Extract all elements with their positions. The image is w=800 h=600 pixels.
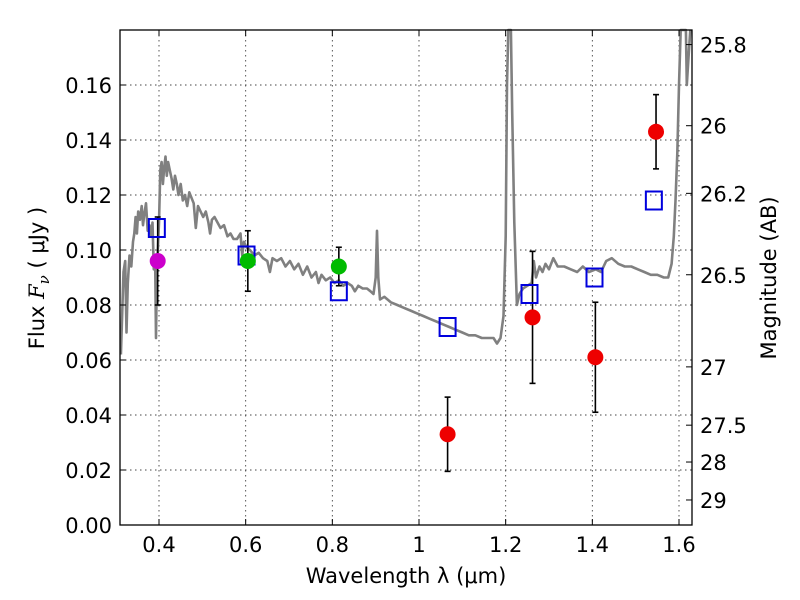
- y2-tick-label: 29: [700, 489, 727, 513]
- x-tick-label: 0.8: [316, 533, 349, 557]
- tick-labels: 0.4 0.6 0.8 1 1.2 1.4 1.6 0.00 0.02 0.04 0.06 0.08 0…: [65, 34, 747, 557]
- model-spectrum-layer: [119, 28, 692, 355]
- y-axis-title-prefix: Flux: [25, 299, 49, 349]
- model-photometry-square: [147, 218, 166, 238]
- measurement-point: [524, 309, 541, 326]
- plot-frame: [119, 29, 693, 526]
- model-photometry-square: [644, 190, 663, 211]
- x-tick-label: 0.6: [229, 533, 262, 557]
- model-photometry-square: [438, 317, 457, 337]
- y-axis-title-units: ( μJy ): [25, 207, 49, 275]
- measurement-point: [239, 253, 256, 269]
- y-tick-label: 0.12: [65, 184, 112, 208]
- model-photometry-squares: [147, 190, 663, 337]
- y-axis-title-symbol: F: [25, 283, 49, 300]
- model-photometry-square: [585, 267, 604, 288]
- y-tick-label: 0.04: [65, 404, 112, 428]
- y-axis-title-subscript: ν: [35, 275, 53, 284]
- measurement-point: [439, 426, 456, 443]
- axis-ticks: [120, 30, 692, 526]
- y2-tick-label: 26: [700, 115, 727, 139]
- model-photometry-square: [329, 281, 348, 302]
- x-axis-title: Wavelength λ (μm): [306, 564, 507, 588]
- y2-tick-label: 27: [700, 356, 727, 380]
- y-tick-label: 0.02: [65, 459, 112, 483]
- x-tick-label: 1.6: [662, 533, 695, 557]
- grid-lines: [120, 30, 692, 525]
- model-photometry-square: [520, 284, 539, 304]
- y2-tick-label: 26.5: [700, 264, 747, 288]
- measurement-point: [149, 253, 166, 269]
- y2-tick-label: 27.5: [700, 414, 747, 438]
- model-spectrum-line: [119, 28, 692, 355]
- x-tick-label: 1: [412, 533, 425, 557]
- measurement-point: [587, 349, 604, 366]
- y-tick-label: 0.06: [65, 349, 112, 373]
- measurement-points: [149, 123, 665, 443]
- y-tick-label: 0.10: [65, 239, 112, 263]
- y2-tick-label: 25.8: [700, 34, 747, 58]
- x-tick-label: 1.4: [576, 533, 609, 557]
- measurement-point: [330, 258, 347, 275]
- y2-tick-label: 26.2: [700, 182, 747, 206]
- error-bars: [154, 93, 660, 473]
- y-tick-label: 0.08: [65, 294, 112, 318]
- x-tick-label: 0.4: [142, 533, 175, 557]
- y-axis-title: Flux Fν ( μJy ): [25, 207, 53, 349]
- y-tick-label: 0.16: [65, 74, 112, 98]
- y-tick-label: 0.00: [65, 514, 112, 538]
- y2-tick-label: 28: [700, 451, 727, 475]
- x-tick-label: 1.2: [489, 533, 522, 557]
- measurement-point: [648, 123, 665, 140]
- right-axis-title: Magnitude (AB): [757, 196, 781, 359]
- y-tick-label: 0.14: [65, 129, 112, 153]
